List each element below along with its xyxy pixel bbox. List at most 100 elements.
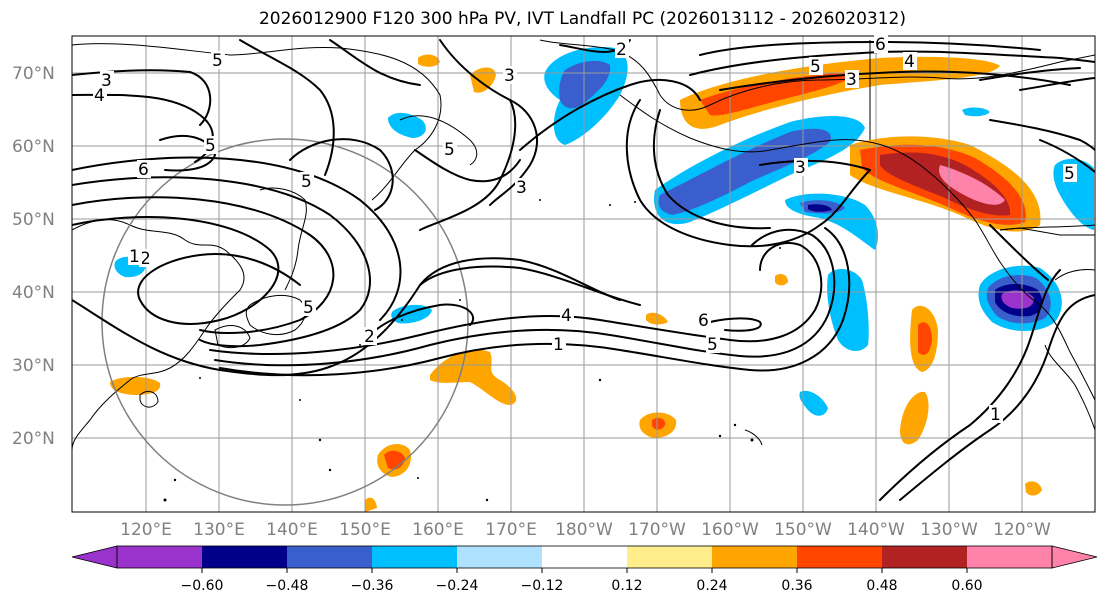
contour-label: 3 <box>846 70 857 90</box>
colorbar-tick-label: −0.48 <box>266 578 309 594</box>
pv-contour <box>419 265 641 306</box>
colorbar-min-arrow <box>71 545 118 569</box>
anomaly-region <box>962 107 990 117</box>
contour-label: 2 <box>140 249 151 269</box>
pv-contour <box>72 257 621 377</box>
colorbar-segment <box>797 546 882 568</box>
contour-label-bg <box>93 86 107 104</box>
anomaly-region <box>918 322 932 355</box>
contour-label: 3 <box>504 66 515 86</box>
pv-contour <box>989 224 1049 281</box>
pv-contour <box>1039 139 1095 173</box>
contour-label: 3 <box>795 158 806 178</box>
lon-label: 160°W <box>701 520 759 540</box>
contour-label: 2 <box>364 327 375 347</box>
contour-label: 2 <box>616 40 627 60</box>
contour-label-bg <box>211 51 225 69</box>
colorbar-segment <box>542 546 627 568</box>
anomaly-region <box>939 165 1005 205</box>
colorbar-tick-label: 0.12 <box>611 578 642 594</box>
pv-contour <box>72 156 402 321</box>
anomaly-region <box>1001 290 1034 309</box>
pv-contour <box>72 176 371 348</box>
contour-label: 5 <box>303 298 314 318</box>
contour-label: 1 <box>553 335 564 355</box>
pv-contour <box>419 99 517 231</box>
lat-label: 30°N <box>12 356 55 376</box>
colorbar-segment <box>457 546 542 568</box>
colorbar <box>71 545 1098 569</box>
pv-contour <box>364 303 475 341</box>
pv-contour <box>159 135 217 172</box>
contour-label-bg <box>697 311 711 329</box>
lat-label: 20°N <box>12 429 55 449</box>
colorbar-segment <box>372 546 457 568</box>
lon-label: 170°E <box>485 520 537 540</box>
contour-label-bg <box>560 306 574 324</box>
contour-label: 5 <box>810 57 821 77</box>
anomaly-region <box>388 112 426 138</box>
pv-contour <box>72 196 335 334</box>
anomaly-region <box>799 390 828 416</box>
map-frame <box>71 35 1096 513</box>
colorbar-segment <box>712 546 797 568</box>
contour-label-bg <box>1063 164 1077 182</box>
lon-label: 170°W <box>628 520 686 540</box>
anomaly-region <box>110 376 161 395</box>
lon-label: 130°E <box>193 520 245 540</box>
lat-label: 70°N <box>12 64 55 84</box>
contour-label-bg <box>300 172 314 190</box>
contour-label: 5 <box>205 136 216 156</box>
contour-label-layer: 3 4 5 6 5 2 3 2 4 3 5 5 6 1 5 5 2 4 1 <box>93 35 1077 425</box>
colorbar-tick-label: −0.36 <box>351 578 394 594</box>
pv-contour <box>719 70 1071 91</box>
contour-label-bg <box>139 249 153 267</box>
contour-label: 5 <box>707 335 718 355</box>
anomaly-region <box>1025 481 1042 496</box>
colorbar-tick-label: −0.24 <box>436 578 479 594</box>
contour-label: 5 <box>212 51 223 71</box>
anomaly-region <box>418 54 440 67</box>
contour-label-bg <box>302 298 316 316</box>
contour-label: 5 <box>1064 164 1075 184</box>
colorbar-tick-label: 0.48 <box>866 578 897 594</box>
contour-label: 6 <box>875 35 886 55</box>
contour-label: 6 <box>698 311 709 331</box>
contour-label-bg <box>903 52 917 70</box>
contour-label: 1 <box>129 247 140 267</box>
pv-contour <box>759 159 871 171</box>
lon-label: 180°W <box>555 520 613 540</box>
pv-contour <box>239 39 335 176</box>
pv-contour <box>214 228 836 367</box>
contour-label-bg <box>989 405 1003 423</box>
colorbar-max-arrow <box>1051 545 1098 569</box>
pv-contour <box>689 50 1095 76</box>
colorbar-tick-label: −0.12 <box>521 578 564 594</box>
pv-contour <box>652 109 771 230</box>
lon-label: 120°W <box>993 520 1051 540</box>
contour-label-bg <box>503 66 517 84</box>
contour-label-bg <box>137 160 151 178</box>
anomaly-region <box>775 274 788 286</box>
contour-label: 6 <box>138 160 149 180</box>
colorbar-tick-label: −0.60 <box>181 578 224 594</box>
map-title: 2026012900 F120 300 hPa PV, IVT Landfall… <box>258 9 906 29</box>
colorbar-tick-labels: −0.60 −0.48 −0.36 −0.24 −0.12 0.12 0.24 … <box>181 578 983 594</box>
pv-contour <box>1019 77 1095 91</box>
anomaly-region <box>652 417 666 430</box>
colorbar-tick-label: 0.60 <box>951 578 982 594</box>
contour-label-bg <box>794 158 808 176</box>
pv-contour <box>329 39 421 86</box>
colorbar-segment <box>202 546 287 568</box>
colorbar-segment <box>117 546 202 568</box>
colorbar-segment <box>627 546 712 568</box>
colorbar-frame <box>116 545 1053 569</box>
lon-label: 140°W <box>847 520 905 540</box>
pv-contour <box>414 149 521 183</box>
contour-label: 5 <box>444 140 455 160</box>
colorbar-segment <box>882 546 967 568</box>
anomaly-region <box>470 67 496 93</box>
colorbar-tick-label: 0.24 <box>696 578 727 594</box>
pv-contours <box>72 39 1095 501</box>
anomaly-region <box>900 391 929 445</box>
